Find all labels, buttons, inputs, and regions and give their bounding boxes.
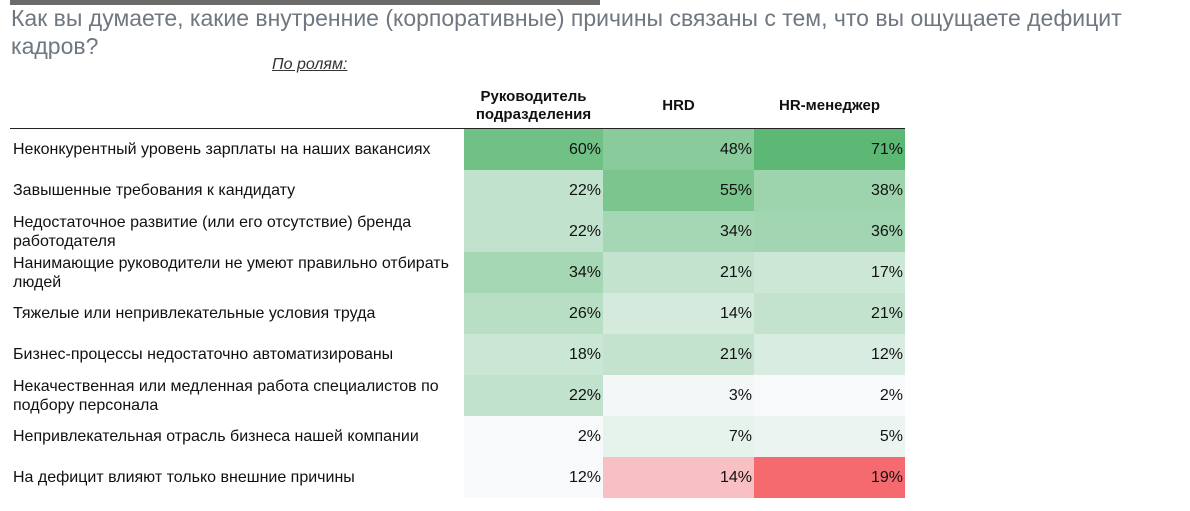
heatmap-cell: 22% xyxy=(464,170,603,211)
heatmap-cell: 2% xyxy=(464,416,603,457)
heatmap-cell: 12% xyxy=(754,334,905,375)
row-label: На дефицит влияют только внешние причины xyxy=(13,469,355,486)
column-header: HR-менеджер xyxy=(779,97,880,114)
heatmap-cell: 19% xyxy=(754,457,905,498)
header-row: Руководитель подразделения HRD HR-менедж… xyxy=(10,84,905,129)
heatmap-cell: 17% xyxy=(754,252,905,293)
heatmap-body: Неконкурентный уровень зарплаты на наших… xyxy=(10,128,905,498)
row-label: Неконкурентный уровень зарплаты на наших… xyxy=(13,141,431,158)
heatmap-row: Нанимающие руководители не умеют правиль… xyxy=(10,252,905,293)
heatmap-row: Непривлекательная отрасль бизнеса нашей … xyxy=(10,416,905,457)
row-label: Тяжелые или непривлекательные условия тр… xyxy=(13,305,376,322)
row-label: Непривлекательная отрасль бизнеса нашей … xyxy=(13,428,419,445)
heatmap-cell: 22% xyxy=(464,375,603,416)
heatmap-cell: 36% xyxy=(754,211,905,252)
heatmap-cell: 21% xyxy=(603,252,754,293)
heatmap-cell: 55% xyxy=(603,170,754,211)
chart-title: Как вы думаете, какие внутренние (корпор… xyxy=(11,5,1122,59)
heatmap-row: Неконкурентный уровень зарплаты на наших… xyxy=(10,128,905,170)
column-header: Руководитель подразделения xyxy=(475,88,592,123)
column-header: HRD xyxy=(662,97,695,114)
heatmap-cell: 3% xyxy=(603,375,754,416)
heatmap-cell: 7% xyxy=(603,416,754,457)
heatmap-row: Недостаточное развитие (или его отсутств… xyxy=(10,211,905,252)
heatmap-cell: 34% xyxy=(464,252,603,293)
heatmap-cell: 71% xyxy=(754,128,905,170)
heatmap-cell: 48% xyxy=(603,128,754,170)
heatmap-cell: 26% xyxy=(464,293,603,334)
heatmap-cell: 14% xyxy=(603,293,754,334)
heatmap-row: Бизнес-процессы недостаточно автоматизир… xyxy=(10,334,905,375)
heatmap-cell: 21% xyxy=(603,334,754,375)
row-label: Завышенные требования к кандидату xyxy=(13,182,296,199)
heatmap-cell: 18% xyxy=(464,334,603,375)
heatmap-row: Тяжелые или непривлекательные условия тр… xyxy=(10,293,905,334)
row-label: Недостаточное развитие (или его отсутств… xyxy=(13,213,412,250)
heatmap-cell: 5% xyxy=(754,416,905,457)
chart-subtitle: По ролям: xyxy=(272,56,348,73)
heatmap-cell: 60% xyxy=(464,128,603,170)
heatmap-cell: 14% xyxy=(603,457,754,498)
top-accent-bar xyxy=(10,0,600,5)
heatmap-row: Некачественная или медленная работа спец… xyxy=(10,375,905,416)
row-label: Нанимающие руководители не умеют правиль… xyxy=(13,254,449,291)
heatmap-cell: 12% xyxy=(464,457,603,498)
corner-cell xyxy=(10,84,464,129)
heatmap-cell: 38% xyxy=(754,170,905,211)
row-label: Некачественная или медленная работа спец… xyxy=(13,377,439,414)
heatmap-cell: 34% xyxy=(603,211,754,252)
heatmap-row: Завышенные требования к кандидату 22% 55% 3… xyxy=(10,170,905,211)
heatmap-cell: 22% xyxy=(464,211,603,252)
heatmap-table: Руководитель подразделения HRD HR-менедж… xyxy=(10,84,905,498)
heatmap-row: На дефицит влияют только внешние причины… xyxy=(10,457,905,498)
heatmap-cell: 21% xyxy=(754,293,905,334)
heatmap-cell: 2% xyxy=(754,375,905,416)
row-label: Бизнес-процессы недостаточно автоматизир… xyxy=(13,346,394,363)
